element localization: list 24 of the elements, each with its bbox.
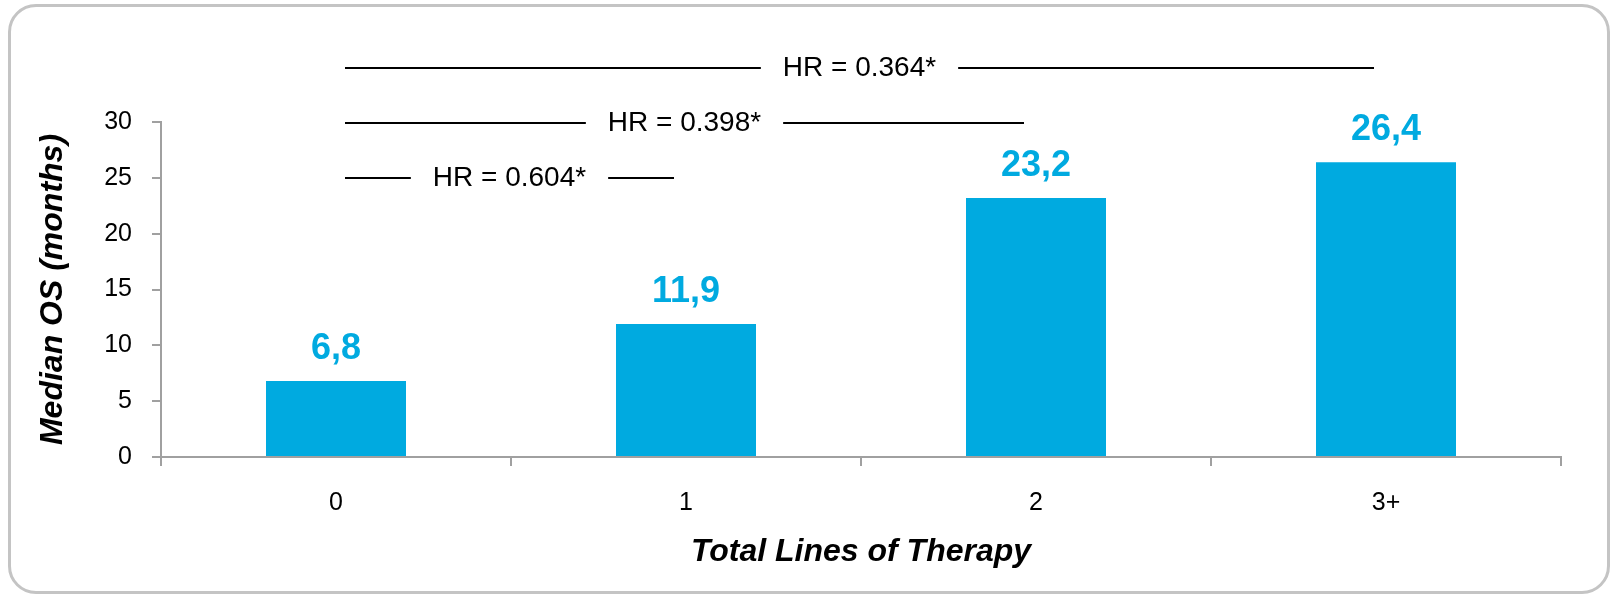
x-axis-title: Total Lines of Therapy [690,531,1034,568]
y-tick-label: 30 [104,105,132,134]
data-label: 11,9 [651,269,721,311]
y-tick-label: 20 [104,217,132,246]
data-label: 26,4 [1350,107,1422,149]
data-label: 6,8 [310,326,362,368]
y-tick-label: 15 [104,273,132,302]
data-label: 23,2 [1000,142,1072,184]
bar [1316,162,1456,456]
x-tick-label: 0 [329,486,343,515]
bar [966,197,1106,456]
bar [616,324,756,456]
x-tick-label: 2 [1029,486,1043,515]
y-tick-label: 0 [118,440,132,469]
y-axis-title: Median OS (months) [33,133,70,446]
y-tick-label: 5 [118,385,132,414]
text: HR = 0.364* [782,50,937,82]
annotation: HR = 0.398* [607,105,762,137]
annotation: HR = 0.604* [432,160,587,192]
bar [266,381,406,456]
y-tick-label: 25 [104,161,132,190]
x-tick-label: 3+ [1371,486,1401,515]
x-tick-label: 1 [679,486,693,515]
y-tick-label: 10 [104,329,132,358]
